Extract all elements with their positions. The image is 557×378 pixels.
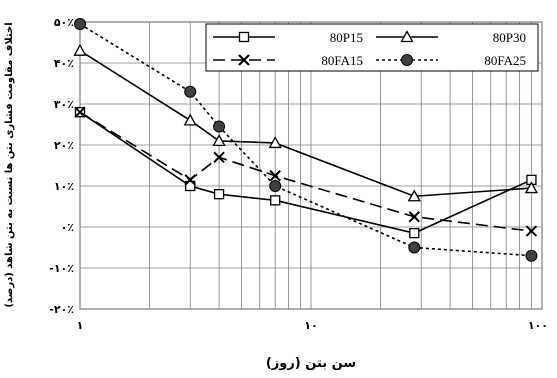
series-80P30: [73, 43, 539, 202]
legend-label: 80FA15: [321, 53, 363, 68]
legend-marker: [401, 54, 413, 66]
data-point: [268, 136, 282, 149]
data-point: [408, 241, 421, 254]
data-point: [409, 227, 420, 239]
x-tick-label: ۱۰۰: [528, 319, 548, 332]
marker-stroke: [238, 54, 250, 66]
legend-label: 80P30: [493, 30, 526, 45]
series-line: [79, 23, 532, 257]
legend-label: 80FA25: [484, 53, 526, 68]
data-point: [73, 43, 87, 56]
data-point: [184, 85, 197, 98]
y-tick-label: ۵۰٪: [54, 16, 74, 29]
legend-entry: 80FA25: [376, 53, 526, 68]
data-point: [213, 189, 225, 200]
marker-stroke: [74, 106, 86, 118]
y-tick-label: ۲۰٪: [54, 139, 74, 152]
legend-marker: [400, 30, 414, 43]
x-axis-title: سن بتن (روز): [266, 356, 356, 371]
series-80FA15: [74, 106, 538, 237]
y-tick-label: -۲۰٪: [49, 303, 74, 316]
data-point: [408, 211, 421, 223]
legend-label: 80P15: [330, 30, 363, 45]
y-tick-label: -۱۰٪: [49, 262, 74, 275]
data-point: [212, 134, 226, 147]
data-point: [269, 170, 281, 182]
data-point: [213, 151, 225, 164]
y-tick-label: ۱۰٪: [54, 180, 74, 193]
data-point: [183, 113, 197, 126]
marker-stroke: [408, 211, 421, 223]
legend-marker: [238, 31, 250, 43]
data-point: [269, 180, 282, 192]
legend-box: [205, 23, 539, 72]
marker-stroke: [184, 174, 196, 186]
data-point: [525, 225, 538, 237]
data-point: [407, 189, 421, 202]
series-80FA25: [74, 18, 538, 262]
x-tick-label: ۱: [77, 319, 84, 332]
legend-marker: [238, 54, 250, 66]
y-tick-label: ۰٪: [61, 221, 74, 234]
marker-stroke: [525, 225, 538, 237]
series-line: [79, 50, 532, 198]
y-tick-labels: ۵۰٪ ۴۰٪ ۳۰٪ ۲۰٪ ۱۰٪ ۰٪ -۱۰٪ -۲۰٪: [49, 16, 74, 316]
data-point: [185, 180, 196, 192]
data-point: [184, 174, 196, 186]
x-tick-labels: ۱ ۱۰ ۱۰۰: [77, 319, 548, 332]
legend-entry: 80P30: [376, 30, 526, 45]
legend: 80P15 80P30 80FA15 80FA25: [205, 23, 539, 72]
marker-stroke: [213, 151, 225, 164]
series-layer: [73, 18, 539, 262]
legend-entry: 80P15: [213, 30, 363, 45]
data-point: [525, 249, 538, 262]
x-tick-label: ۱۰: [304, 319, 317, 332]
data-point: [213, 120, 226, 133]
legend-entry: 80FA15: [213, 53, 363, 68]
y-tick-label: ۳۰٪: [54, 98, 74, 111]
data-point: [524, 181, 539, 194]
data-point: [74, 106, 86, 118]
y-axis-title: اختلاف مقاومت فشاری بتن ها نسبت به بتن ش…: [4, 22, 15, 307]
series-line: [79, 111, 532, 234]
data-point: [74, 18, 86, 31]
y-tick-label: ۴۰٪: [54, 57, 74, 70]
data-point: [270, 195, 281, 206]
series-line: [79, 111, 532, 232]
marker-stroke: [269, 170, 281, 182]
